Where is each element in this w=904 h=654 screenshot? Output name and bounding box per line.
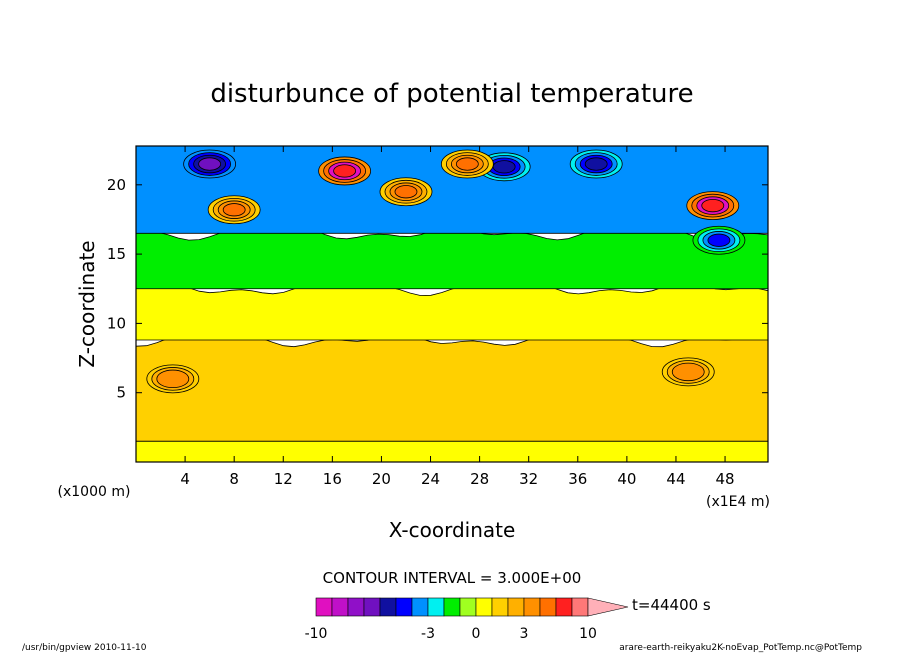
colorbar-segment <box>427 597 445 617</box>
colorbar-segment <box>523 597 541 617</box>
contour-features <box>146 149 746 394</box>
x-axis-label: X-coordinate <box>389 518 516 542</box>
contour-level <box>333 164 357 178</box>
colorbar-segment <box>443 597 461 617</box>
colorbar-tick-label: 3 <box>520 626 529 642</box>
colorbar-segment <box>331 597 349 617</box>
x-tick-label: 8 <box>229 470 239 488</box>
contour-band <box>136 225 768 290</box>
contour-level <box>671 362 705 382</box>
contour-band <box>136 440 768 462</box>
chart-title: disturbunce of potential temperature <box>210 79 693 109</box>
contour-level <box>156 369 190 389</box>
x-tick-label: 24 <box>421 470 440 488</box>
x-tick-label: 20 <box>372 470 391 488</box>
colorbar-tick-label: -3 <box>421 626 435 642</box>
plot-area <box>136 146 768 462</box>
warm-anomaly <box>207 195 261 225</box>
warm-anomaly <box>379 177 433 207</box>
warm-anomaly <box>318 156 372 186</box>
colorbar-extend-triangle <box>587 597 629 617</box>
y-axis-ticks: 5 10 15 20 <box>107 176 768 402</box>
colorbar-tick-label: 10 <box>579 626 597 642</box>
x-tick-label: 16 <box>323 470 342 488</box>
footer-right: arare-earth-reikyaku2K-noEvap_PotTemp.nc… <box>619 643 862 653</box>
y-tick-label: 20 <box>107 176 126 194</box>
colorbar-segment <box>507 597 525 617</box>
colorbar-segment <box>475 597 493 617</box>
contour-interval-label: CONTOUR INTERVAL = 3.000E+00 <box>323 569 582 587</box>
warm-anomaly <box>686 191 740 220</box>
contour-bands <box>136 146 768 462</box>
x-tick-label: 44 <box>666 470 685 488</box>
colorbar-segment <box>571 597 589 617</box>
contour-level <box>222 203 246 217</box>
x-axis-unit: (x1E4 m) <box>706 494 770 510</box>
colorbar-tick-label: 0 <box>472 626 481 642</box>
y-axis-label: Z-coordinate <box>75 240 99 367</box>
x-tick-label: 32 <box>519 470 538 488</box>
footer-left: /usr/bin/gpview 2010-11-10 <box>22 643 147 653</box>
x-tick-label: 28 <box>470 470 489 488</box>
colorbar-segment <box>411 597 429 617</box>
x-tick-label: 4 <box>180 470 190 488</box>
x-tick-label: 40 <box>617 470 636 488</box>
contour-level <box>394 185 418 199</box>
contour-level <box>701 198 725 213</box>
contour-band <box>136 281 768 341</box>
colorbar-segment <box>395 597 413 617</box>
time-label: t=44400 s <box>632 596 711 614</box>
colorbar-segment <box>315 597 333 617</box>
x-tick-label: 36 <box>568 470 587 488</box>
colorbar-tick-label: -10 <box>305 626 328 642</box>
x-tick-label: 48 <box>716 470 735 488</box>
contour-level <box>584 157 608 171</box>
y-tick-label: 5 <box>116 384 126 402</box>
y-axis-unit: (x1000 m) <box>58 484 131 500</box>
colorbar: -10 -3 0 3 10 <box>305 597 629 642</box>
cold-anomaly <box>692 225 746 255</box>
contour-level <box>198 157 222 171</box>
cold-anomaly <box>569 149 623 179</box>
warm-anomaly <box>661 357 715 387</box>
colorbar-segment <box>491 597 509 617</box>
colorbar-segment <box>379 597 397 617</box>
contour-level <box>707 233 731 247</box>
warm-anomaly <box>440 149 494 179</box>
colorbar-segment <box>363 597 381 617</box>
x-axis-ticks: 4 8 12 16 20 24 28 32 36 40 44 48 <box>180 146 735 488</box>
colorbar-segment <box>555 597 573 617</box>
colorbar-segment <box>539 597 557 617</box>
contour-level <box>492 160 516 174</box>
plot-frame <box>135 145 769 463</box>
contour-band <box>136 332 768 442</box>
y-tick-label: 10 <box>107 314 126 332</box>
cold-anomaly <box>183 149 237 179</box>
warm-anomaly <box>146 364 200 394</box>
colorbar-segment <box>459 597 477 617</box>
colorbar-segment <box>347 597 365 617</box>
contour-level <box>455 157 479 171</box>
x-tick-label: 12 <box>274 470 293 488</box>
y-tick-label: 15 <box>107 245 126 263</box>
